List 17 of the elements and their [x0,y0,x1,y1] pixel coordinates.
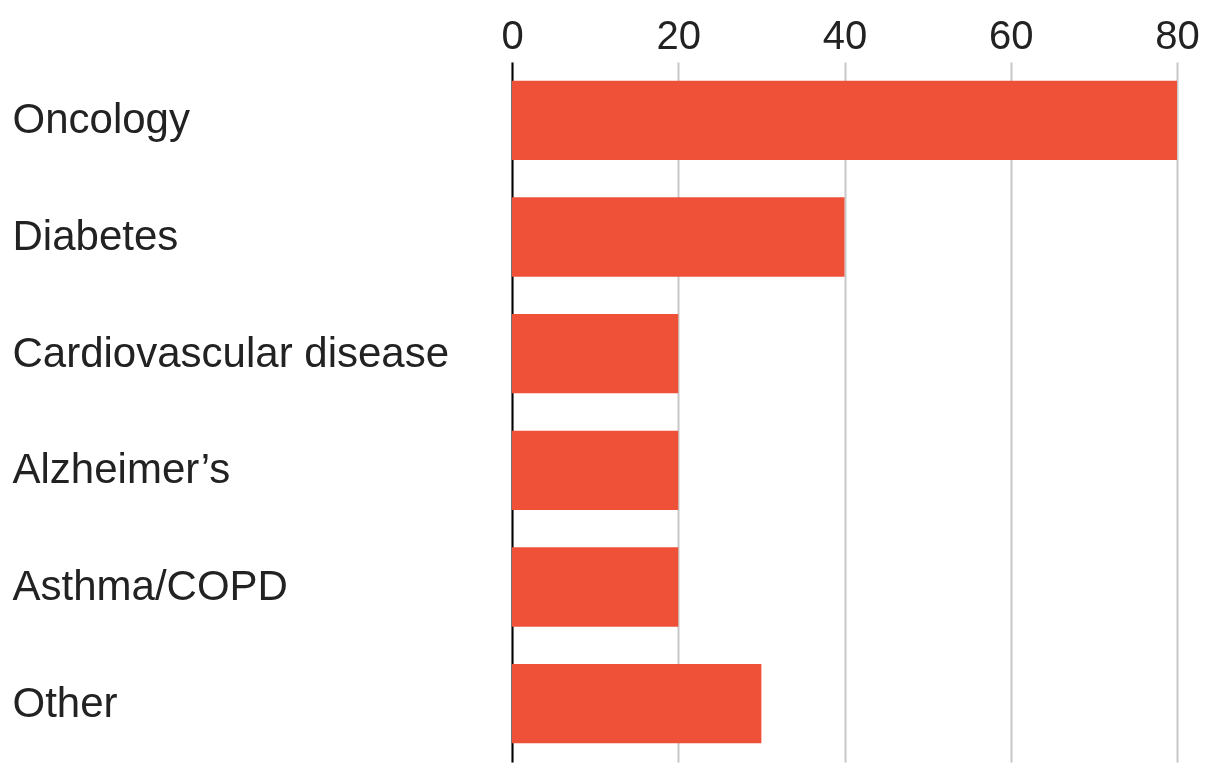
y-tick-label: Asthma/COPD [12,562,288,609]
bar [512,197,845,277]
x-tick-label: 60 [989,12,1034,57]
y-tick-label: Oncology [12,95,190,143]
y-tick-label: Other [12,678,118,726]
bar [512,547,679,627]
x-tick-label: 40 [822,12,868,57]
x-tick-label: 20 [656,12,701,57]
bar [512,80,1177,160]
y-tick-label: Diabetes [12,212,179,259]
x-tick-label: 80 [1155,12,1200,57]
x-tick-label: 0 [501,12,524,57]
bar [512,314,679,394]
bar [512,430,679,510]
bar [512,664,762,744]
y-tick-label: Alzheimer’s [12,445,231,493]
y-tick-label: Cardiovascular disease [12,328,450,376]
